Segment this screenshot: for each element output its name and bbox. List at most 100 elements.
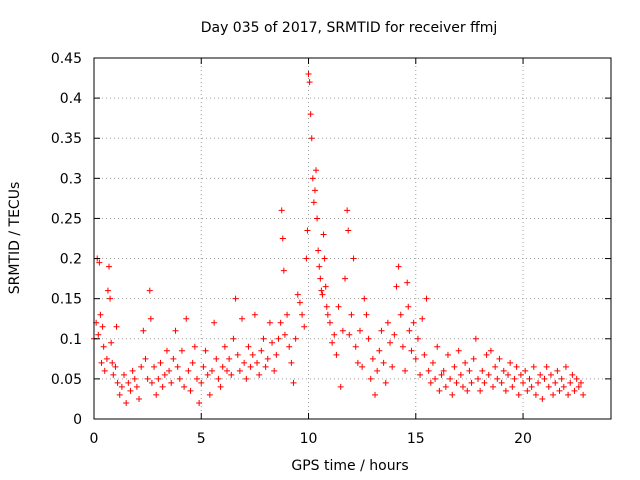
data-point — [552, 379, 559, 386]
y-tick-label: 0.3 — [60, 171, 82, 187]
data-point — [230, 335, 237, 342]
chart-title: Day 035 of 2017, SRMTID for receiver ffm… — [201, 20, 498, 36]
data-point — [333, 351, 340, 358]
data-point — [311, 187, 318, 194]
grid-layer — [94, 58, 611, 419]
data-point — [258, 347, 265, 354]
data-point — [447, 375, 454, 382]
data-point — [515, 391, 522, 398]
data-point — [567, 379, 574, 386]
data-point — [326, 319, 333, 326]
data-point — [138, 363, 145, 370]
data-point — [181, 383, 188, 390]
data-point — [309, 175, 316, 182]
data-point — [421, 351, 428, 358]
data-point — [198, 379, 205, 386]
x-axis-tick-labels: 0 5 10 15 20 — [90, 431, 532, 447]
data-point — [477, 387, 484, 394]
data-point — [202, 347, 209, 354]
data-point — [304, 227, 311, 234]
data-point — [142, 355, 149, 362]
data-point — [367, 375, 374, 382]
data-point — [273, 351, 280, 358]
data-point — [118, 383, 125, 390]
data-point — [106, 263, 113, 270]
data-point — [208, 367, 215, 374]
y-tick-label: 0.05 — [51, 372, 82, 388]
data-point — [494, 375, 501, 382]
data-point — [316, 263, 323, 270]
data-point — [483, 351, 490, 358]
data-point — [239, 315, 246, 322]
plot-frame — [93, 57, 612, 420]
data-point — [110, 371, 117, 378]
data-point — [337, 383, 344, 390]
data-point — [457, 371, 464, 378]
data-point — [166, 367, 173, 374]
data-point — [329, 339, 336, 346]
data-point — [509, 383, 516, 390]
data-point — [361, 295, 368, 302]
data-point — [526, 375, 533, 382]
data-point — [554, 367, 561, 374]
data-point — [562, 363, 569, 370]
data-point — [423, 295, 430, 302]
data-point — [346, 331, 353, 338]
data-point — [107, 295, 114, 302]
data-point — [247, 363, 254, 370]
data-point — [157, 359, 164, 366]
data-point — [429, 359, 436, 366]
data-point — [365, 335, 372, 342]
data-point — [432, 375, 439, 382]
data-point — [434, 343, 441, 350]
data-point — [393, 283, 400, 290]
data-point — [279, 235, 286, 242]
data-point — [556, 387, 563, 394]
data-point — [575, 383, 582, 390]
data-point — [278, 207, 285, 214]
data-point — [341, 275, 348, 282]
data-point — [121, 371, 128, 378]
data-point — [100, 343, 107, 350]
data-point — [496, 355, 503, 362]
data-point — [269, 339, 276, 346]
data-point — [384, 319, 391, 326]
data-point — [569, 371, 576, 378]
data-point — [99, 323, 106, 330]
data-point — [144, 375, 151, 382]
data-point — [410, 319, 417, 326]
data-point — [474, 375, 481, 382]
data-point — [306, 79, 313, 86]
x-tick-label: 20 — [514, 431, 532, 447]
data-point — [399, 343, 406, 350]
data-point — [211, 319, 218, 326]
data-point — [308, 135, 315, 142]
data-point — [193, 375, 200, 382]
data-point — [245, 343, 252, 350]
data-point — [363, 311, 370, 318]
data-point — [319, 291, 326, 298]
data-point — [147, 315, 154, 322]
data-point — [174, 363, 181, 370]
data-point — [571, 387, 578, 394]
data-point — [176, 375, 183, 382]
data-point — [281, 331, 288, 338]
data-point — [163, 347, 170, 354]
data-point — [573, 375, 580, 382]
data-point — [123, 399, 130, 406]
y-tick-label: 0.1 — [60, 332, 82, 348]
data-point — [372, 391, 379, 398]
data-point — [405, 303, 412, 310]
data-point — [113, 323, 120, 330]
data-point — [206, 391, 213, 398]
data-point — [505, 371, 512, 378]
data-point — [151, 363, 158, 370]
data-point — [159, 383, 166, 390]
data-point — [236, 367, 243, 374]
data-point — [96, 259, 103, 266]
data-point — [277, 319, 284, 326]
data-point — [322, 283, 329, 290]
data-point — [243, 375, 250, 382]
data-point — [451, 363, 458, 370]
data-point — [453, 379, 460, 386]
